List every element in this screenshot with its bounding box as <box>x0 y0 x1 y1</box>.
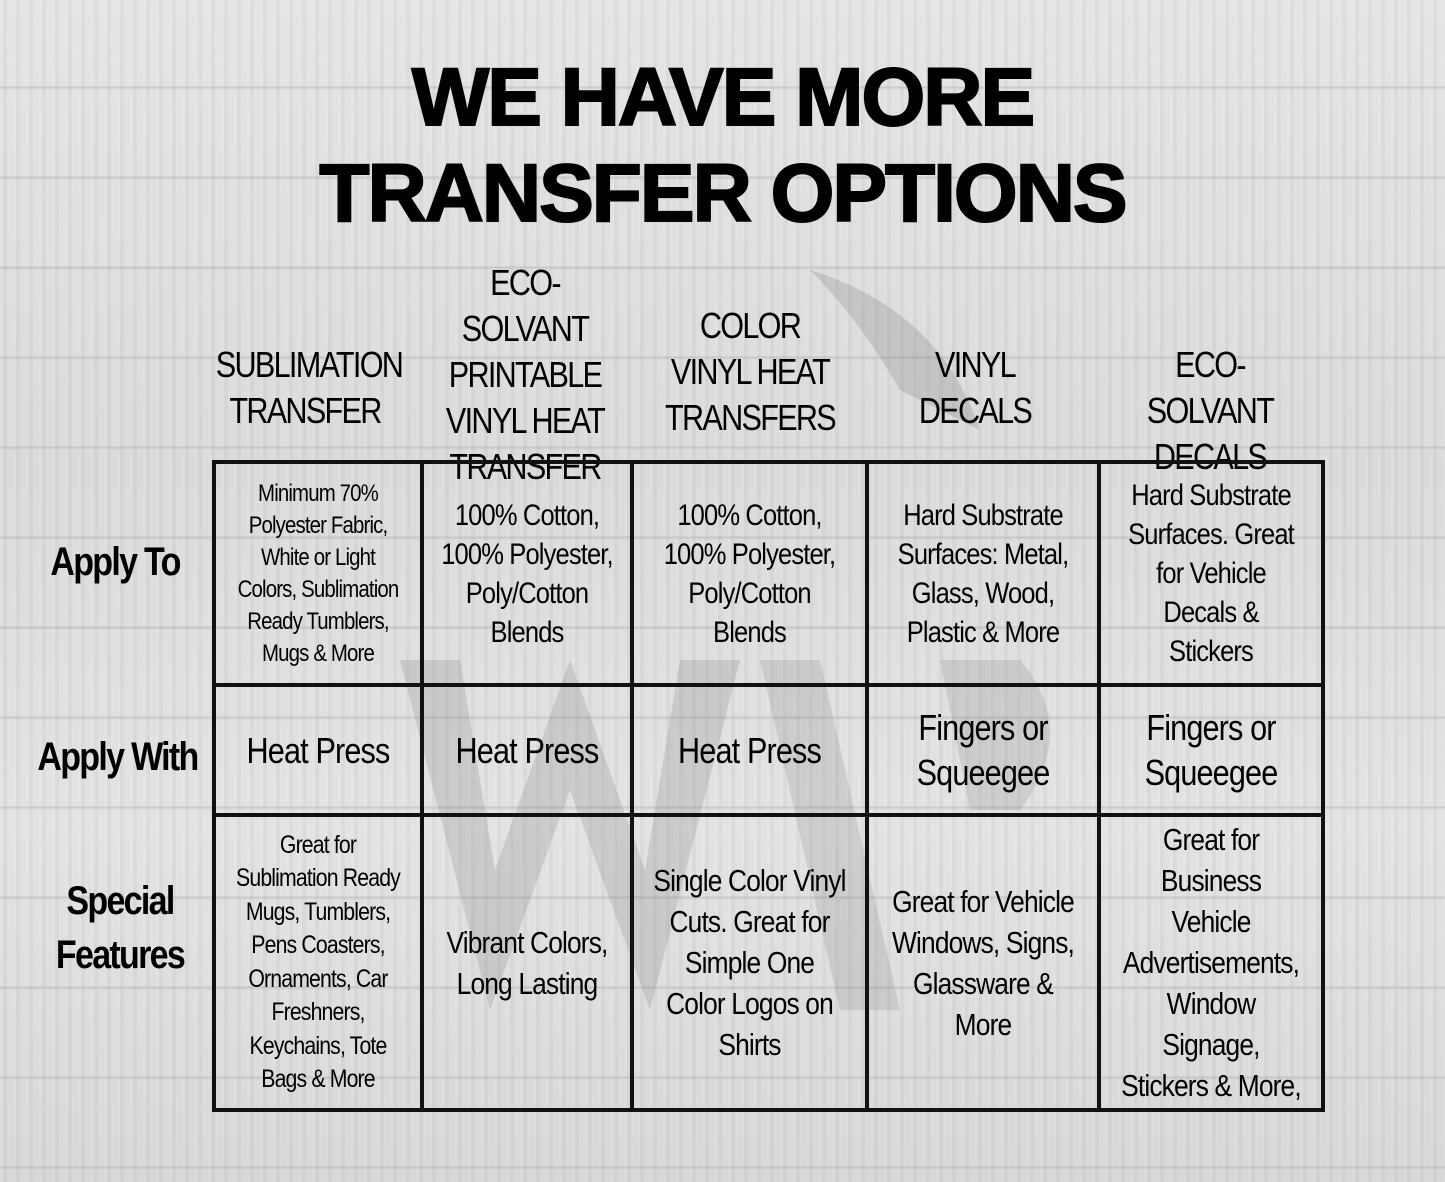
title-line-2: TRANSFER OPTIONS <box>318 147 1128 240</box>
column-header-color-vinyl: COLOR VINYL HEAT TRANSFERS <box>665 305 837 438</box>
table-cell: Vibrant Colors, Long Lasting <box>420 813 634 1112</box>
table-cell: Hard Substrate Surfaces. Great for Vehic… <box>1097 460 1325 687</box>
comparison-table: Minimum 70% Polyester Fabric, White or L… <box>212 460 1325 1112</box>
table-cell: Heat Press <box>212 683 424 817</box>
table-row-apply-to: Minimum 70% Polyester Fabric, White or L… <box>212 460 1325 687</box>
table-row-apply-with: Heat Press Heat Press Heat Press Fingers… <box>212 683 1325 817</box>
row-label-special-features: Special Features <box>55 879 186 977</box>
table-cell: 100% Cotton, 100% Polyester, Poly/Cotton… <box>420 460 634 687</box>
table-cell: Great for Business Vehicle Advertisement… <box>1097 813 1325 1112</box>
table-cell: Great for Sublimation Ready Mugs, Tumble… <box>212 813 424 1112</box>
column-header-eco-solvant-htv: ECO-SOLVANT PRINTABLE VINYL HEAT TRANSFE… <box>445 262 606 487</box>
table-cell: 100% Cotton, 100% Polyester, Poly/Cotton… <box>630 460 869 687</box>
table-cell: Minimum 70% Polyester Fabric, White or L… <box>212 460 424 687</box>
column-header-vinyl-decals: VINYL DECALS <box>918 344 1033 431</box>
table-cell: Heat Press <box>630 683 869 817</box>
column-header-sublimation: SUBLIMATION TRANSFER <box>215 344 404 431</box>
title-line-1: WE HAVE MORE <box>411 51 1036 144</box>
table-cell: Great for Vehicle Windows, Signs, Glassw… <box>865 813 1101 1112</box>
table-cell: Fingers or Squeegee <box>1097 683 1325 817</box>
row-label-apply-to: Apply To <box>50 540 181 584</box>
table-cell: Single Color Vinyl Cuts. Great for Simpl… <box>630 813 869 1112</box>
column-header-eco-solvant-decals: ECO-SOLVANT DECALS <box>1146 344 1275 477</box>
table-row-special-features: Great for Sublimation Ready Mugs, Tumble… <box>212 813 1325 1112</box>
table-cell: Hard Substrate Surfaces: Metal, Glass, W… <box>865 460 1101 687</box>
table-cell: Fingers or Squeegee <box>865 683 1101 817</box>
row-label-apply-with: Apply With <box>37 735 199 779</box>
table-cell: Heat Press <box>420 683 634 817</box>
